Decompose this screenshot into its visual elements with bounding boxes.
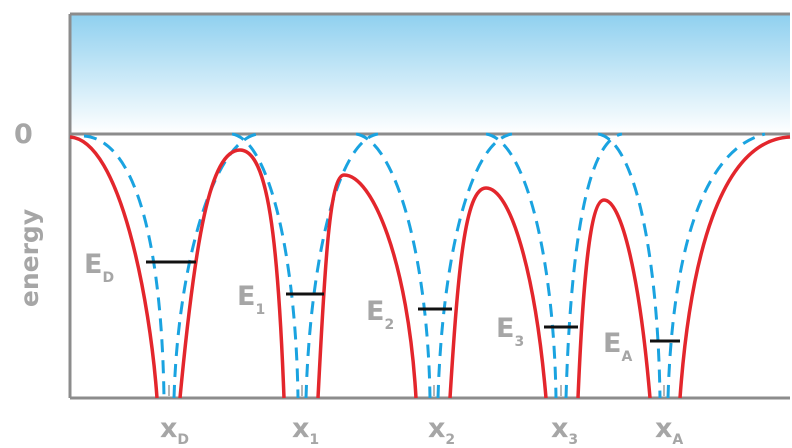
site-label-3: x3 xyxy=(551,413,578,448)
continuum-band xyxy=(70,14,790,134)
energy-level-lines xyxy=(146,260,680,343)
site-ticks xyxy=(168,385,665,396)
site-label-a: xA xyxy=(655,413,683,448)
level-label-a: EA xyxy=(603,328,632,365)
dashed-well-a xyxy=(597,132,766,399)
level-label-2: E2 xyxy=(366,296,394,333)
combined-potential-curve xyxy=(69,135,791,399)
site-label-d: xD xyxy=(160,413,189,448)
level-label-3: E3 xyxy=(496,313,524,350)
dashed-well-1 xyxy=(231,132,379,399)
site-label-1: x1 xyxy=(292,413,319,448)
level-label-1: E1 xyxy=(237,281,265,318)
level-labels: ED E1 E2 E3 EA xyxy=(84,249,632,365)
y-axis-label: energy xyxy=(15,209,44,307)
dashed-potential-curves xyxy=(83,132,766,399)
zero-label: 0 xyxy=(14,119,33,150)
site-labels: xD x1 x2 x3 xA xyxy=(160,413,683,448)
dashed-well-2 xyxy=(355,132,513,399)
site-label-2: x2 xyxy=(428,413,455,448)
level-label-d: ED xyxy=(84,249,114,286)
dashed-well-3 xyxy=(485,132,623,399)
dashed-well-d xyxy=(83,132,259,399)
